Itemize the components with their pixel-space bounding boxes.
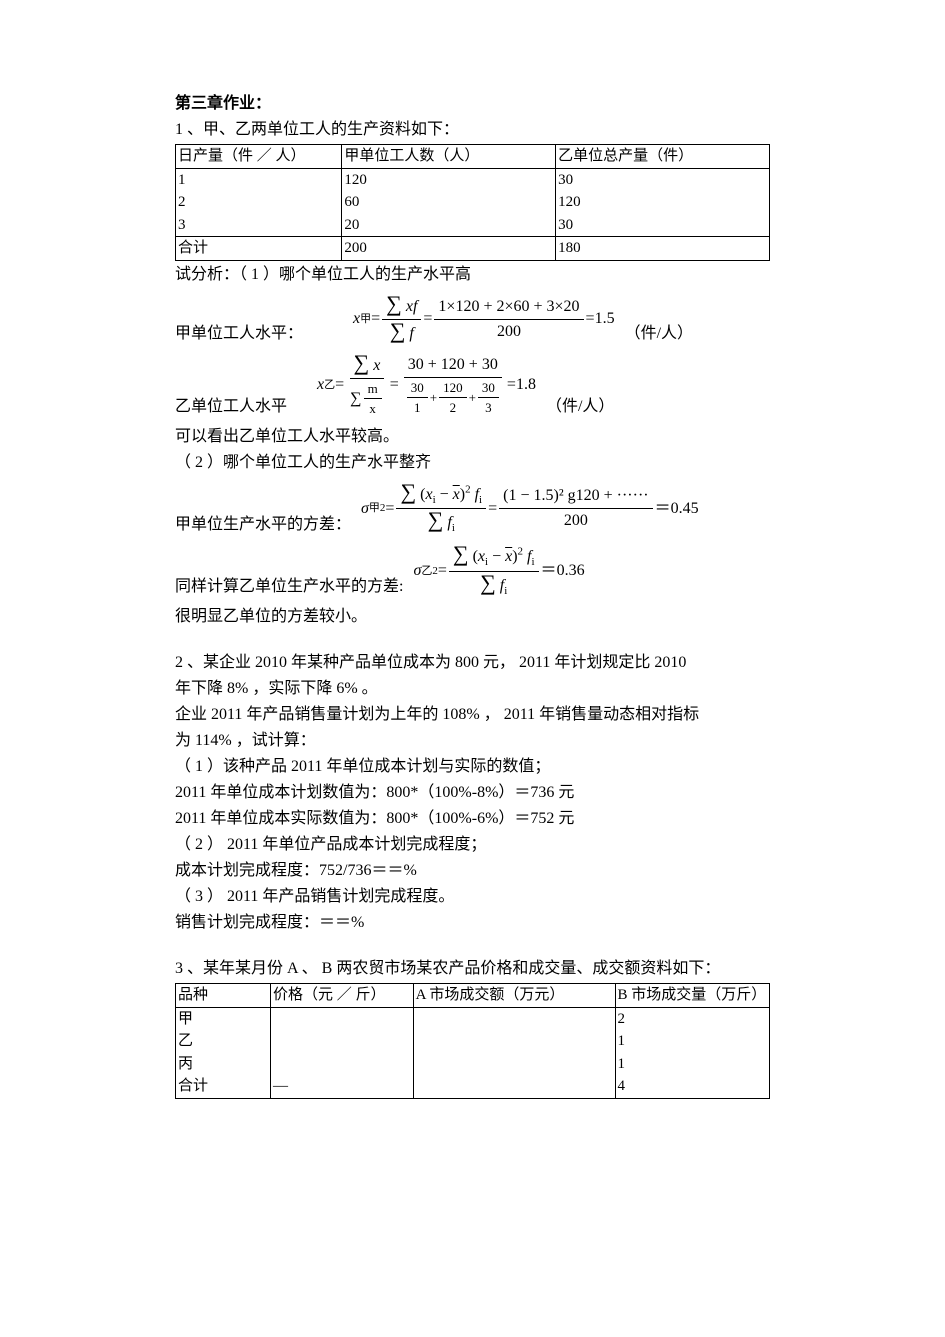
label: 同样计算乙单位生产水平的方差: xyxy=(175,575,403,599)
unit: （件/人） xyxy=(546,395,614,419)
q1-intro: 1 、甲、乙两单位工人的生产资料如下： xyxy=(175,118,770,142)
q2-line: 成本计划完成程度：752/736＝＝% xyxy=(175,859,770,883)
t1-h0: 日产量（件 ／ 人） xyxy=(176,145,342,169)
t1c: 1 xyxy=(176,168,342,191)
q2-line: 企业 2011 年产品销售量计划为上年的 108% ， 2011 年销售量动态相… xyxy=(175,703,770,727)
t1c: 20 xyxy=(342,214,556,237)
t2c: 1 xyxy=(615,1030,769,1053)
q2-line: 销售计划完成程度：＝＝% xyxy=(175,911,770,935)
formula-var-jia: 甲单位生产水平的方差： σ甲2= ∑ (xi − x)2 fi ∑ fi = (… xyxy=(175,481,770,537)
q1-sub2: （ 2 ）哪个单位工人的生产水平整齐 xyxy=(175,451,770,475)
t2c: 乙 xyxy=(176,1030,271,1053)
formula-jia: 甲单位工人水平： x甲= ∑ xf∑ f = 1×120 + 2×60 + 3×… xyxy=(175,293,770,346)
q2-line: （ 2 ） 2011 年单位产品成本计划完成程度； xyxy=(175,833,770,857)
t1c: 180 xyxy=(556,237,770,261)
t1c: 合计 xyxy=(176,237,342,261)
q2-line: 2011 年单位成本计划数值为：800*（100%-8%）＝736 元 xyxy=(175,781,770,805)
formula-var-yi: 同样计算乙单位生产水平的方差: σ乙2= ∑ (xi − x)2 fi ∑ fi… xyxy=(175,543,770,599)
formula-yi: 乙单位工人水平 x乙= ∑ x ∑ mx = 30 + 120 + 30 301… xyxy=(175,352,770,419)
t2-h1: 价格（元 ／ 斤） xyxy=(271,984,414,1008)
t2-h2: A 市场成交额（万元） xyxy=(413,984,615,1008)
table-2: 品种 价格（元 ／ 斤） A 市场成交额（万元） B 市场成交量（万斤） 甲 2… xyxy=(175,983,770,1099)
t2c xyxy=(413,1075,615,1098)
q2-line: 2011 年单位成本实际数值为：800*（100%-6%）＝752 元 xyxy=(175,807,770,831)
t2c xyxy=(271,1053,414,1076)
t2c xyxy=(413,1053,615,1076)
t2c: 1 xyxy=(615,1053,769,1076)
t2c: 4 xyxy=(615,1075,769,1098)
t2c xyxy=(413,1007,615,1030)
unit: （件/人） xyxy=(625,322,693,346)
label: 乙单位工人水平 xyxy=(175,395,287,419)
t1c: 120 xyxy=(342,168,556,191)
q2-line: （ 1 ）该种产品 2011 年单位成本计划与实际的数值； xyxy=(175,755,770,779)
t1c: 120 xyxy=(556,191,770,214)
t2c: 丙 xyxy=(176,1053,271,1076)
q2-line: （ 3 ） 2011 年产品销售计划完成程度。 xyxy=(175,885,770,909)
label: 甲单位生产水平的方差： xyxy=(175,513,351,537)
t2c xyxy=(271,1007,414,1030)
q1-conclusion1: 可以看出乙单位工人水平较高。 xyxy=(175,425,770,449)
q1-sub1: 试分析：（ 1 ）哪个单位工人的生产水平高 xyxy=(175,263,770,287)
section-title: 第三章作业： xyxy=(175,92,770,116)
t2c: 合计 xyxy=(176,1075,271,1098)
t1c: 200 xyxy=(342,237,556,261)
t2c xyxy=(413,1030,615,1053)
t1c: 2 xyxy=(176,191,342,214)
label: 甲单位工人水平： xyxy=(175,322,303,346)
q2-line: 2 、某企业 2010 年某种产品单位成本为 800 元， 2011 年计划规定… xyxy=(175,651,770,675)
t2c: 2 xyxy=(615,1007,769,1030)
t2c: — xyxy=(271,1075,414,1098)
t2-h3: B 市场成交量（万斤） xyxy=(615,984,769,1008)
t1c: 30 xyxy=(556,168,770,191)
t1-h2: 乙单位总产量（件） xyxy=(556,145,770,169)
t2c xyxy=(271,1030,414,1053)
t1c: 3 xyxy=(176,214,342,237)
q1-conclusion2: 很明显乙单位的方差较小。 xyxy=(175,605,770,629)
t1c: 30 xyxy=(556,214,770,237)
t1c: 60 xyxy=(342,191,556,214)
q2-line: 年下降 8% ，实际下降 6% 。 xyxy=(175,677,770,701)
t1-h1: 甲单位工人数（人） xyxy=(342,145,556,169)
q2-line: 为 114% ，试计算： xyxy=(175,729,770,753)
table-1: 日产量（件 ／ 人） 甲单位工人数（人） 乙单位总产量（件） 1 120 30 … xyxy=(175,144,770,261)
q3-intro: 3 、某年某月份 A 、 B 两农贸市场某农产品价格和成交量、成交额资料如下： xyxy=(175,957,770,981)
t2c: 甲 xyxy=(176,1007,271,1030)
t2-h0: 品种 xyxy=(176,984,271,1008)
